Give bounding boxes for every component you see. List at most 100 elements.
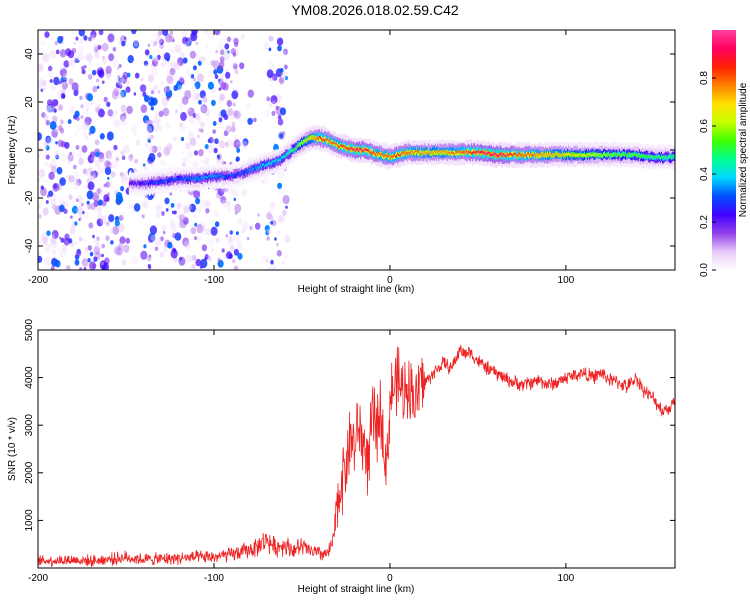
noise-blob bbox=[95, 242, 99, 247]
ridge-cell bbox=[219, 174, 222, 177]
ridge-cell bbox=[516, 154, 518, 157]
ridge-cell bbox=[175, 177, 177, 183]
noise-blob bbox=[45, 120, 50, 126]
noise-blob bbox=[121, 172, 127, 180]
ridge-cell bbox=[450, 151, 453, 154]
ridge-cell bbox=[284, 155, 286, 158]
noise-blob bbox=[127, 55, 134, 64]
ridge-cell bbox=[552, 152, 554, 155]
ridge-cell bbox=[248, 169, 250, 172]
noise-blob bbox=[241, 189, 248, 197]
ridge-cell bbox=[238, 172, 241, 175]
noise-blob bbox=[78, 236, 83, 242]
ridge-cell bbox=[430, 150, 433, 153]
ridge-cell bbox=[185, 177, 188, 180]
noise-blob bbox=[198, 99, 202, 105]
ridge-cell bbox=[282, 155, 284, 158]
ridge-cell bbox=[177, 175, 179, 181]
ridge-cell bbox=[384, 154, 386, 157]
noise-blob bbox=[61, 87, 66, 95]
ridge-cell bbox=[547, 151, 549, 156]
ridge-cell bbox=[361, 148, 363, 151]
noise-blob bbox=[40, 185, 44, 190]
ridge-cell bbox=[201, 176, 204, 179]
noise-blob bbox=[210, 226, 218, 236]
noise-blob bbox=[178, 103, 184, 110]
noise-blob bbox=[53, 76, 60, 86]
ridge-cell bbox=[528, 152, 530, 155]
ridge-cell bbox=[492, 153, 494, 156]
noise-blob bbox=[100, 186, 104, 190]
noise-blob bbox=[118, 40, 122, 46]
noise-blob bbox=[170, 218, 174, 223]
noise-blob bbox=[61, 79, 65, 83]
ridge-cell bbox=[497, 154, 499, 157]
noise-blob bbox=[148, 152, 156, 163]
ridge-cell bbox=[499, 153, 501, 159]
noise-blob bbox=[201, 244, 208, 252]
noise-blob bbox=[89, 261, 96, 270]
ridge-cell bbox=[237, 173, 240, 176]
ridge-cell bbox=[454, 152, 456, 155]
noise-blob bbox=[55, 49, 60, 55]
noise-blob bbox=[207, 31, 215, 41]
ridge-cell bbox=[326, 138, 328, 141]
noise-blob bbox=[59, 80, 62, 85]
ridge-cell bbox=[368, 150, 370, 156]
ridge-cell bbox=[510, 152, 512, 158]
ridge-cell bbox=[528, 153, 530, 159]
ridge-cell bbox=[309, 137, 311, 140]
ridge-cell bbox=[213, 175, 215, 178]
ridge-cell bbox=[177, 178, 179, 181]
ridge-cell bbox=[371, 152, 374, 155]
ridge-cell bbox=[471, 152, 473, 155]
noise-blob bbox=[193, 77, 196, 82]
noise-blob bbox=[131, 255, 139, 265]
ridge-cell bbox=[628, 153, 630, 159]
noise-blob bbox=[44, 256, 52, 266]
noise-blob bbox=[119, 115, 126, 124]
ridge-cell bbox=[617, 153, 620, 156]
noise-blob bbox=[83, 238, 87, 243]
ridge-cell bbox=[465, 150, 468, 155]
ridge-cell bbox=[158, 181, 160, 184]
snr-y-label: SNR (10 * v/v) bbox=[7, 417, 18, 481]
ridge-cell bbox=[130, 181, 132, 184]
noise-blob bbox=[207, 144, 215, 154]
noise-blob bbox=[76, 150, 84, 160]
noise-blob bbox=[148, 145, 155, 153]
noise-blob bbox=[92, 234, 95, 239]
noise-blob bbox=[230, 245, 235, 252]
ridge-cell bbox=[374, 153, 377, 156]
ridge-cell bbox=[472, 152, 474, 155]
ridge-cell bbox=[634, 153, 636, 156]
noise-blob bbox=[105, 223, 108, 227]
ridge-cell bbox=[535, 151, 537, 157]
noise-blob bbox=[82, 168, 88, 175]
noise-blob bbox=[220, 109, 227, 118]
ridge-cell bbox=[297, 142, 300, 147]
noise-blob bbox=[219, 93, 225, 102]
ridge-cell bbox=[486, 152, 489, 155]
ridge-cell bbox=[426, 150, 428, 155]
noise-blob bbox=[123, 244, 130, 253]
ridge-cell bbox=[648, 156, 650, 159]
noise-blob bbox=[81, 258, 89, 267]
ridge-cell bbox=[662, 156, 664, 159]
ridge-cell bbox=[571, 153, 573, 159]
ridge-cell bbox=[415, 150, 417, 156]
noise-blob bbox=[96, 166, 104, 175]
noise-blob bbox=[189, 116, 195, 124]
noise-blob bbox=[198, 128, 201, 132]
noise-blob bbox=[74, 221, 78, 226]
noise-blob bbox=[211, 99, 216, 106]
ridge-cell bbox=[491, 154, 493, 157]
noise-blob bbox=[222, 51, 230, 61]
noise-blob bbox=[170, 203, 175, 208]
ridge-cell bbox=[249, 169, 251, 172]
noise-blob bbox=[76, 195, 83, 204]
noise-blob bbox=[110, 171, 116, 178]
ridge-cell bbox=[543, 152, 546, 155]
ridge-cell bbox=[146, 182, 149, 185]
ridge-cell bbox=[481, 150, 483, 153]
